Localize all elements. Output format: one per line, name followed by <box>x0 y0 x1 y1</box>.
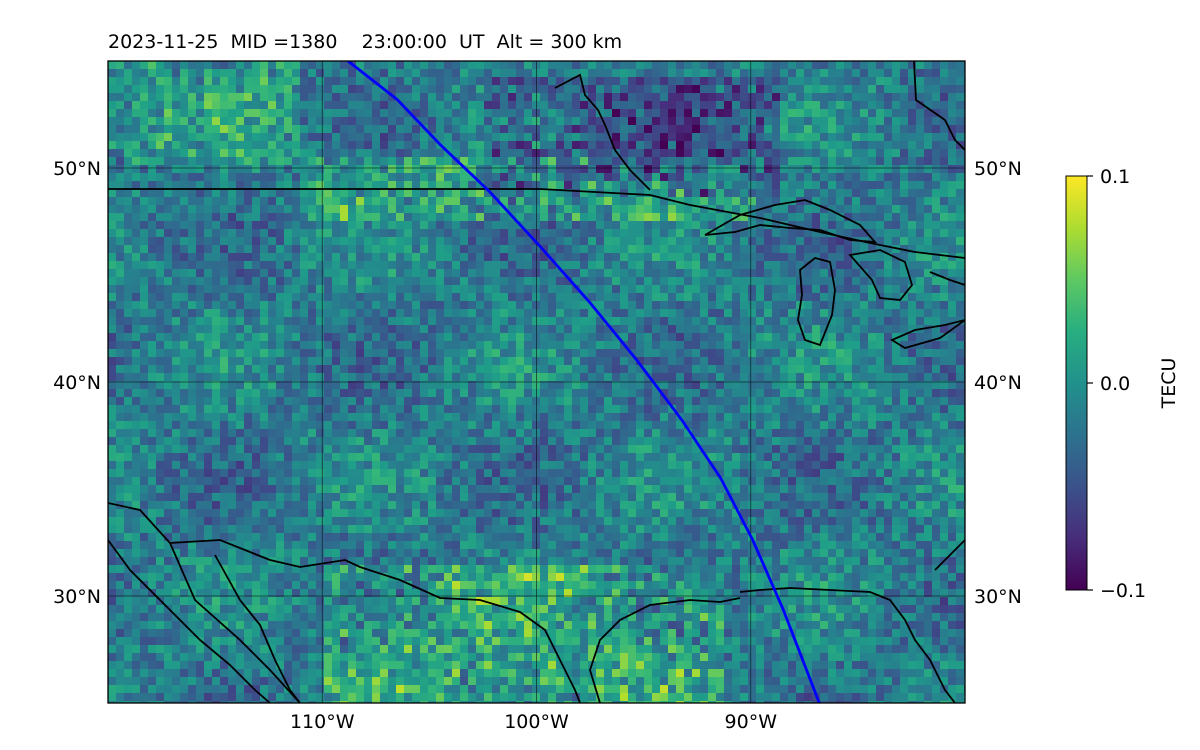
lake-ontario <box>929 271 965 286</box>
lat-label-right: 30°N <box>974 586 1022 608</box>
coastlines <box>108 61 965 703</box>
lat-label-left: 30°N <box>53 586 101 608</box>
baja-california <box>108 502 301 703</box>
lake-michigan <box>797 257 836 347</box>
colorbar-tick-label: −0.1 <box>1100 580 1146 602</box>
lat-label-right: 50°N <box>974 158 1022 180</box>
terminator-line <box>347 61 821 703</box>
latitude-labels: 50°N 50°N 40°N 40°N 30°N 30°N <box>53 158 1022 608</box>
lon-label: 110°W <box>290 711 355 733</box>
colorbar-label: TECU <box>1158 358 1180 410</box>
longitude-labels: 110°W 100°W 90°W <box>290 711 777 733</box>
lake-superior <box>704 199 878 244</box>
lat-label-left: 40°N <box>53 372 101 394</box>
florida <box>934 539 965 571</box>
colorbar: 0.1 0.0 −0.1 TECU <box>1065 166 1180 602</box>
gridlines <box>108 61 965 703</box>
plot-title: 2023-11-25 MID =1380 23:00:00 UT Alt = 3… <box>108 31 622 53</box>
mexico-border <box>169 539 581 703</box>
canada-outline <box>913 61 965 151</box>
lake-erie <box>890 319 965 349</box>
tec-map <box>108 61 965 703</box>
lat-label-right: 40°N <box>974 372 1022 394</box>
lat-label-left: 50°N <box>53 158 101 180</box>
gulf-of-california <box>214 554 301 703</box>
hudson-bay-edge <box>554 73 651 191</box>
map-frame <box>107 60 966 704</box>
colorbar-gradient <box>1065 175 1088 591</box>
colorbar-tick-label: 0.0 <box>1100 373 1130 395</box>
tec-raster <box>108 61 965 703</box>
lake-huron <box>848 249 913 301</box>
pacific-coast <box>108 539 271 703</box>
us-canada-border <box>108 188 965 259</box>
gulf-coast <box>739 587 956 703</box>
colorbar-tick-label: 0.1 <box>1100 166 1130 188</box>
colorbar-ticks: 0.1 0.0 −0.1 <box>1087 166 1146 602</box>
texas-coast <box>589 597 741 703</box>
lon-label: 90°W <box>725 711 778 733</box>
lon-label: 100°W <box>504 711 569 733</box>
